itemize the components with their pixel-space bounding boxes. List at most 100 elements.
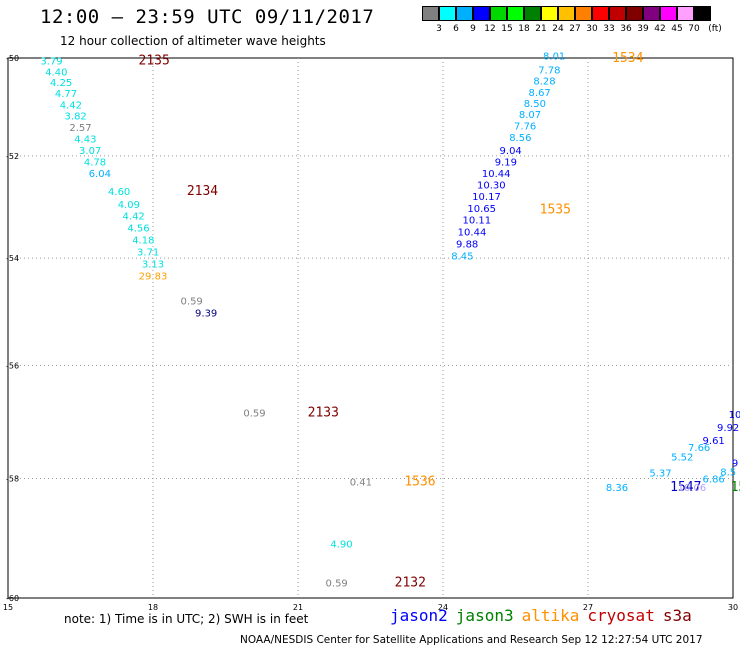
legend-swatch (541, 6, 558, 21)
legend-swatch (677, 6, 694, 21)
wave-height-label: 9 (732, 458, 738, 469)
legend-label: 39 (637, 24, 649, 34)
wave-height-label: 0.59 (181, 296, 203, 307)
wave-height-label: 5.37 (649, 469, 671, 480)
lon-tick-label: 15 (3, 603, 13, 612)
wave-height-label: 8.07 (519, 110, 541, 121)
satellite-name: s3a (662, 606, 692, 625)
lat-tick-label: -54 (6, 254, 19, 263)
legend-swatch (660, 6, 677, 21)
legend-label: 15 (501, 24, 513, 34)
lon-tick-label: 21 (293, 603, 303, 612)
wave-height-label: 4.40 (45, 67, 67, 78)
satellite-name: jason2 (390, 606, 448, 625)
legend-swatch (439, 6, 456, 21)
wave-height-label: 8.28 (533, 77, 555, 88)
pass-time-label: 1547 (670, 480, 701, 495)
wave-height-label: 3.71 (137, 247, 159, 258)
legend-swatch (575, 6, 592, 21)
pass-time-label: 2134 (187, 184, 218, 199)
wave-height-label: 8.56 (509, 133, 531, 144)
lon-tick-label: 18 (148, 603, 158, 612)
legend-swatch (422, 6, 439, 21)
pass-time-label: 1534 (612, 51, 643, 66)
satellite-legend: jason2 jason3 altika cryosat s3a (390, 606, 700, 625)
legend-label: 24 (552, 24, 564, 34)
map-subtitle: 12 hour collection of altimeter wave hei… (60, 34, 326, 48)
legend-label: 21 (535, 24, 547, 34)
wave-height-label: 3.79 (40, 56, 62, 67)
legend-label: 45 (671, 24, 683, 34)
wave-height-label: 4.60 (108, 187, 130, 198)
map-title: 12:00 — 23:59 UTC 09/11/2017 (40, 6, 375, 28)
legend-swatch (456, 6, 473, 21)
lat-tick-label: -52 (6, 152, 19, 161)
legend-label: 27 (569, 24, 581, 34)
wave-height-label: 10.65 (467, 204, 496, 215)
legend-swatch (694, 6, 711, 21)
wave-height-label: 9.92 (717, 423, 739, 434)
lon-tick-label: 27 (583, 603, 593, 612)
wave-height-label: 4.56 (127, 223, 149, 234)
lat-tick-label: -58 (6, 474, 19, 483)
wave-height-label: 10 (729, 410, 740, 421)
wave-height-label: 7.78 (538, 66, 560, 77)
lat-tick-label: -56 (6, 361, 19, 370)
wave-height-label: 8.5 (720, 468, 736, 479)
credit-line: NOAA/NESDIS Center for Satellite Applica… (240, 634, 703, 646)
legend-swatch (558, 6, 575, 21)
footnote: note: 1) Time is in UTC; 2) SWH is in fe… (64, 612, 309, 626)
wave-height-label: 4.42 (60, 100, 82, 111)
wave-height-label: 9.19 (495, 157, 517, 168)
satellite-name: altika (521, 606, 580, 625)
wave-height-label: 0.59 (243, 409, 265, 420)
legend-unit: (ft) (708, 24, 722, 34)
legend-swatch (592, 6, 609, 21)
wave-height-label: 7.76 (514, 122, 536, 133)
wave-height-label: 4.25 (50, 78, 72, 89)
pass-time-label: 2133 (308, 406, 339, 421)
wave-height-label: 10.11 (463, 216, 492, 227)
wave-height-label: 8.50 (524, 99, 546, 110)
wave-height-label: 4.09 (118, 200, 140, 211)
legend-label: 18 (518, 24, 530, 34)
legend-swatch (473, 6, 490, 21)
legend-label: 42 (654, 24, 666, 34)
legend-swatch (507, 6, 524, 21)
wave-height-label: 10.17 (472, 192, 501, 203)
wave-height-label: 4.43 (74, 134, 96, 145)
legend-swatch (609, 6, 626, 21)
wave-height-label: 9.04 (500, 146, 522, 157)
legend-swatch (524, 6, 541, 21)
legend-swatch (626, 6, 643, 21)
wave-height-label: 0.59 (326, 579, 348, 590)
legend-swatch (643, 6, 660, 21)
wave-height-label: 10.06 (678, 483, 707, 494)
wave-height-label: 8.01 (543, 52, 565, 63)
wave-height-label: 10.30 (477, 180, 506, 191)
wave-height-label: 9.88 (456, 239, 478, 250)
wave-height-label: 9.61 (703, 436, 725, 447)
pass-time-label: 2135 (139, 53, 170, 68)
wave-height-label: 4.78 (84, 157, 106, 168)
lat-tick-label: -60 (6, 594, 19, 603)
wave-height-label: 10.44 (482, 169, 511, 180)
lon-tick-label: 24 (438, 603, 448, 612)
legend-label: 30 (586, 24, 598, 34)
wave-height-label: 3.82 (65, 112, 87, 123)
legend-label: 33 (603, 24, 615, 34)
legend-swatch (490, 6, 507, 21)
wave-height-label: 0.41 (350, 477, 372, 488)
legend-label: 9 (470, 24, 476, 34)
wave-height-label: 4.90 (330, 539, 352, 550)
wave-height-label: 8.67 (529, 88, 551, 99)
legend-label: 6 (453, 24, 459, 34)
wave-height-label: 29.83 (139, 271, 168, 282)
wave-height-label: 5.52 (671, 453, 693, 464)
pass-time-label: 2132 (395, 576, 426, 591)
lat-tick-label: -50 (6, 54, 19, 63)
wave-height-label: 9.39 (195, 309, 217, 320)
satellite-name: cryosat (587, 606, 655, 625)
wave-height-label: 8.45 (451, 251, 473, 262)
